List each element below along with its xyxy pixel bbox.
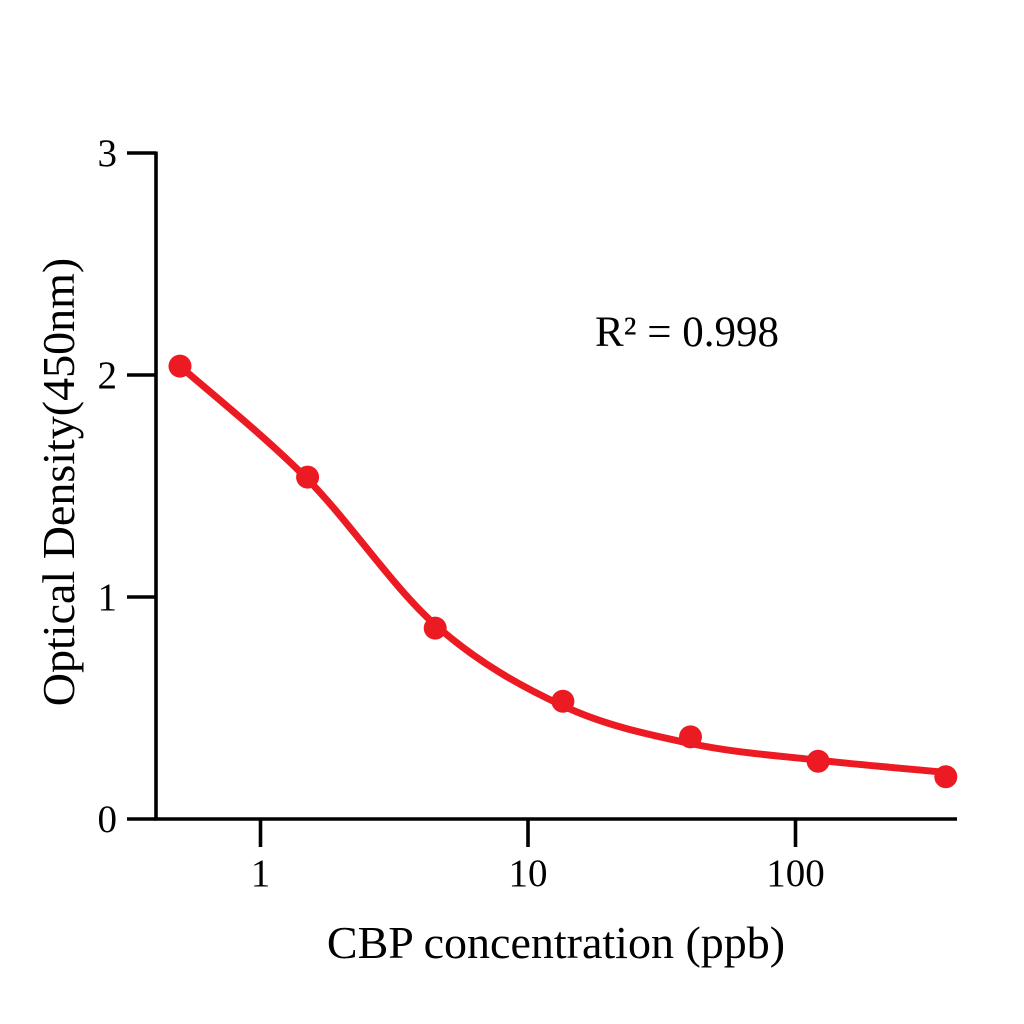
x-axis-tick-labels: 1 10 100 (251, 852, 825, 895)
data-point (296, 465, 320, 489)
x-axis-ticks (258, 819, 798, 847)
y-tick-label-0: 0 (98, 798, 118, 841)
x-tick-label-1: 1 (251, 852, 271, 895)
y-tick-label-2: 2 (98, 354, 118, 397)
x-axis-title: CBP concentration (ppb) (327, 917, 785, 968)
x-tick-label-100: 100 (766, 852, 825, 895)
axes (154, 151, 957, 821)
x-tick-label-10: 10 (509, 852, 548, 895)
data-point (423, 616, 447, 640)
data-point (806, 749, 830, 773)
data-point (551, 689, 575, 713)
data-point (168, 354, 192, 378)
y-tick-label-1: 1 (98, 576, 118, 619)
y-axis-ticks (127, 151, 156, 821)
y-tick-label-3: 3 (98, 132, 118, 175)
y-axis-title: Optical Density(450nm) (33, 258, 84, 706)
r-squared-annotation: R² = 0.998 (595, 309, 779, 356)
series-layer (168, 354, 958, 789)
data-point (679, 725, 702, 749)
y-axis-tick-labels: 3 2 1 0 (98, 132, 118, 841)
data-point (934, 765, 958, 789)
